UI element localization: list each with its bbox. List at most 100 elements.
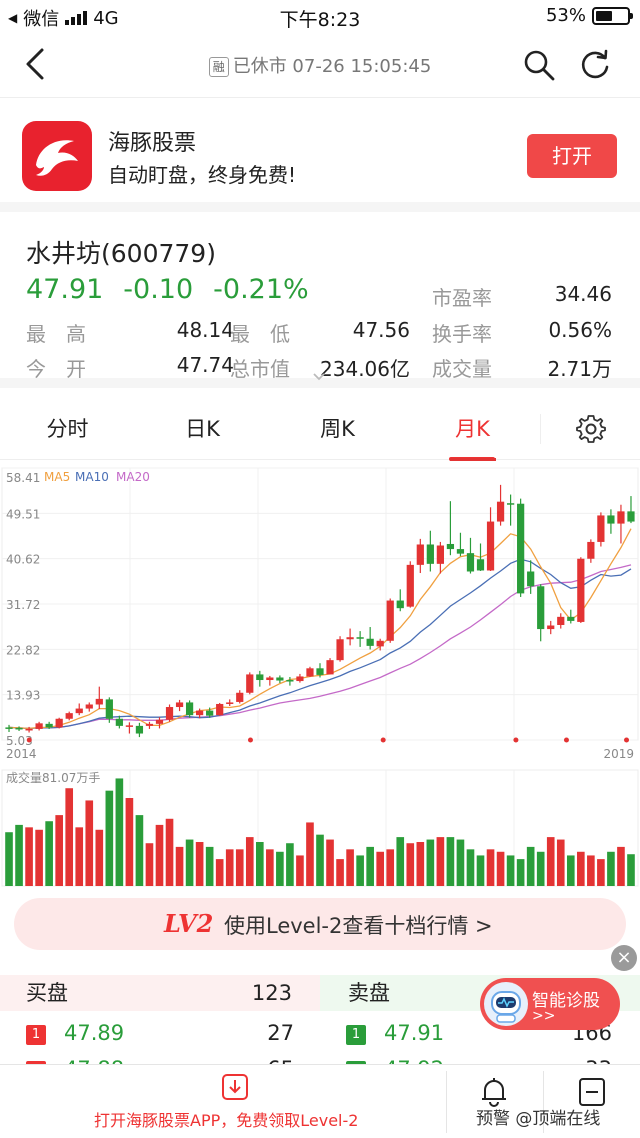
volume-bar [496,851,505,886]
volume-bar [286,843,294,886]
smart-diagnosis-arrow: >> [532,1008,556,1024]
buy-title: 买盘 [26,981,68,1005]
signal-icon [65,11,88,25]
refresh-icon[interactable] [578,48,612,82]
gear-icon[interactable] [576,414,606,444]
candle-body [85,704,93,709]
volume-bar [346,849,354,886]
y-tick-label: 40.62 [6,553,40,567]
candle-body [496,501,505,522]
chart-period-tabs: 分时 日K 周K 月K [0,398,640,461]
back-to-app-triangle[interactable]: ◀ [8,11,18,25]
event-marker[interactable] [563,737,569,743]
candle-body [386,600,394,641]
search-icon[interactable] [522,48,556,82]
volume-chart[interactable]: 成交量81.07万手 [0,766,640,888]
chevron-down-icon[interactable] [312,372,326,382]
volume-bar [376,851,385,886]
candle-body [446,543,455,550]
candle-body [466,553,475,572]
candlestick-chart[interactable]: 58.41 49.51 40.62 31.72 22.82 13.93 5.03 MA5 MA1… [0,458,640,768]
close-icon[interactable]: × [611,945,637,971]
event-marker[interactable] [624,737,630,743]
volume-bar [225,849,234,886]
volume-bar [125,798,134,886]
volume-bar [25,827,33,886]
stat-pe: 市盈率 34.46 [432,282,612,311]
stat-volume: 成交量 2.71万 [432,353,612,382]
back-icon[interactable] [22,46,52,82]
candle-body [216,703,224,716]
buy-header: 买盘 123 [0,975,320,1011]
volume-bar [205,846,214,886]
stat-value: 2.71万 [547,357,612,381]
buy-volume: 27 [267,1021,294,1045]
candle-body [196,710,204,716]
tab-monthly-k[interactable]: 月K [405,398,540,461]
battery-percent: 53% [545,5,586,26]
volume-bar [245,837,254,886]
stat-value: 47.56 [352,318,410,342]
open-app-button[interactable]: 打开 [527,134,617,178]
buy-total: 123 [251,981,292,1005]
volume-bar [55,815,63,886]
download-icon[interactable] [221,1073,249,1101]
clock: 下午8:23 [279,9,361,31]
candle-body [456,549,465,554]
minus-box-icon[interactable] [578,1077,606,1107]
price-row: 47.91 -0.10 -0.21% [26,274,309,305]
tab-weekly-k[interactable]: 周K [320,417,355,441]
volume-bar [416,842,425,886]
sell-price: 47.92 [384,1051,444,1065]
candle-body [55,718,63,728]
volume-bar [35,829,43,886]
candle-body [547,625,555,630]
candle-body [486,521,495,571]
candle-body [627,511,635,522]
stat-value: 47.74 [176,353,234,377]
dolphin-logo-icon[interactable] [22,121,92,191]
volume-bar [65,788,74,886]
volume-bar [5,832,13,886]
tab-daily-k[interactable]: 日K [185,417,220,441]
volume-bar [95,829,104,886]
volume-bar [516,859,525,886]
volume-bar [356,855,364,886]
x-axis-label: 2014 [6,747,37,761]
buy-row: 2 47.88 65 [26,1051,294,1065]
y-tick-label: 13.93 [6,689,40,703]
level2-banner[interactable]: LV2 使用Level-2查看十档行情 > [14,898,626,950]
status-bar: ◀ 微信 4G 下午8:23 53% [0,0,640,32]
bell-icon[interactable] [480,1077,508,1107]
candle-body [175,702,184,708]
volume-bar [587,855,595,886]
download-app-text[interactable]: 打开海豚股票APP，免费领取Level-2 [94,1111,359,1130]
candle-body [346,637,354,640]
bottom-bar: 打开海豚股票APP，免费领取Level-2 [0,1064,640,1138]
network-label: 4G [93,7,119,29]
candle-body [246,674,254,693]
event-marker[interactable] [247,737,253,743]
tab-intraday[interactable]: 分时 [46,417,89,441]
sell-volume: 33 [585,1051,612,1065]
legend-item: MA10 [75,470,109,484]
margin-badge: 融 [208,57,229,77]
buy-price: 47.89 [64,1021,125,1045]
event-marker[interactable] [513,737,519,743]
candle-body [617,511,625,524]
volume-bar [145,843,154,886]
price-change-pct: -0.21% [213,274,309,305]
candle-body [326,660,334,675]
candle-body [65,713,73,719]
smart-diagnosis-button[interactable]: 智能诊股 >> [480,978,620,1030]
event-marker[interactable] [380,737,386,743]
stock-quote-panel: 水井坊(600779) 47.91 -0.10 -0.21% 最 高 48.14… [0,222,640,388]
candle-body [506,503,515,505]
candle-body [306,668,314,677]
volume-bar [506,855,515,886]
volume-bar [476,855,485,886]
stat-value: 0.56% [548,318,612,342]
candle-body [286,680,294,682]
event-marker[interactable] [26,737,32,743]
volume-bar [266,849,274,886]
